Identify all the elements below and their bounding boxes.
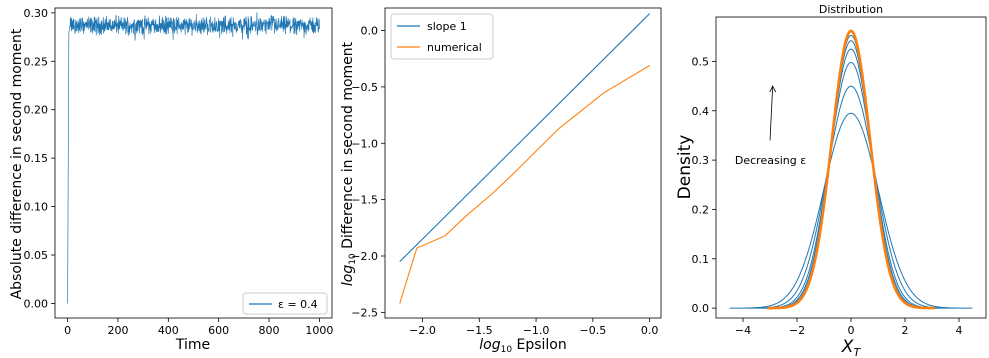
x-tick-label-3-4: 4 (956, 324, 963, 337)
density-curve-3 (753, 61, 949, 309)
density-curve-5 (764, 40, 938, 309)
legend-label-slope: slope 1 (427, 20, 467, 33)
legend-box-1 (242, 292, 328, 315)
legend-label-numerical: numerical (427, 41, 482, 54)
y-tick-label-2-0: −2.5 (351, 306, 378, 319)
series-line-slope (399, 13, 651, 263)
density-curve-6 (767, 34, 935, 309)
density-curve-4 (761, 48, 941, 309)
x-axis-label-1: Time (175, 337, 210, 353)
y-tick-label-1-1: 0.05 (24, 249, 49, 262)
x-ticks-3: −4 −2 0 2 4 (735, 318, 963, 337)
y-tick-label-2-1: −2.0 (351, 250, 378, 263)
x-tick-label-2-1: −1.5 (466, 324, 493, 337)
x-tick-label-2-4: 0.0 (641, 324, 659, 337)
y-tick-label-1-4: 0.20 (24, 104, 49, 117)
x-axis-label-3: XT (841, 337, 862, 358)
x-tick-label-1-3: 600 (208, 324, 229, 337)
x-tick-label-2-0: −2.0 (409, 324, 436, 337)
x-ticks-2: −2.0 −1.5 −1.0 −0.5 0.0 (409, 318, 658, 337)
series-marks-1 (67, 12, 320, 304)
y-tick-label-1-2: 0.10 (24, 201, 49, 214)
x-tick-label-3-0: −4 (735, 324, 751, 337)
series-line-eps (67, 12, 320, 304)
series-line-numerical (399, 65, 650, 304)
x-tick-label-2-2: −1.0 (523, 324, 550, 337)
x-tick-label-3-1: −2 (789, 324, 805, 337)
density-curve-1 (729, 112, 973, 309)
y-ticks-2: −2.5 −2.0 −1.5 −1.0 −0.5 0.0 (351, 25, 385, 319)
y-tick-label-2-2: −1.5 (351, 194, 378, 207)
density-curve-limit (767, 29, 935, 310)
y-axis-label-3: Density (675, 135, 695, 200)
y-tick-label-1-6: 0.30 (24, 7, 49, 20)
series-marks-3 (729, 29, 973, 310)
y-tick-label-3-5: 0.5 (692, 55, 710, 68)
y-ticks-1: 0.00 0.05 0.10 0.15 0.20 0.25 0.30 (24, 7, 55, 310)
y-tick-label-1-5: 0.25 (24, 55, 49, 68)
x-tick-label-1-2: 400 (158, 324, 179, 337)
y-tick-label-1-0: 0.00 (24, 297, 49, 310)
x-tick-label-1-5: 1000 (305, 324, 333, 337)
y-axis-label-1: Absolute difference in second moment (9, 28, 25, 299)
x-axis-label-2: log10 Epsilon (479, 337, 567, 355)
x-ticks-1: 0 200 400 600 800 1000 (64, 318, 333, 337)
y-tick-label-2-3: −1.0 (351, 137, 378, 150)
legend-2: slope 1 numerical (390, 13, 494, 60)
plot-frame-1 (54, 7, 333, 319)
panel-distribution: −4 −2 0 2 4 0.00.10.20.30.40.5 Distribution … (675, 3, 987, 358)
y-tick-label-3-0: 0.0 (692, 302, 710, 315)
x-tick-label-1-0: 0 (64, 324, 71, 337)
annotation-arrow-head (769, 85, 777, 93)
x-tick-label-1-1: 200 (107, 324, 128, 337)
density-curve-2 (743, 85, 959, 309)
y-axis-label-2: log10 Difference in second moment (340, 41, 358, 286)
y-ticks-3: 0.0 0.1 0.2 0.3 0.4 0.5 (692, 55, 716, 315)
annotation-text: Decreasing ε (735, 154, 806, 167)
annotation-decreasing-eps: Decreasing ε (735, 85, 806, 167)
y-tick-label-3-3: 0.3 (692, 154, 710, 167)
x-tick-label-2-3: −0.5 (579, 324, 606, 337)
y-tick-label-3-2: 0.2 (692, 203, 710, 216)
y-tick-label-2-4: −0.5 (351, 81, 378, 94)
panel-log-log: −2.0 −1.5 −1.0 −0.5 0.0 −2.5 −2.0 −1.5 −1.0 −0.5… (340, 7, 662, 355)
annotation-arrow-shaft (769, 86, 774, 141)
panel-time-series: 0 200 400 600 800 1000 0.000.050.100.150.200.… (9, 7, 333, 353)
chart-title-3: Distribution (819, 3, 883, 16)
series-marks-2 (399, 13, 651, 304)
y-tick-label-3-1: 0.1 (692, 253, 710, 266)
y-tick-label-1-3: 0.15 (24, 152, 49, 165)
x-tick-label-1-4: 800 (259, 324, 280, 337)
legend-box-2 (390, 13, 494, 60)
y-tick-label-3-4: 0.4 (692, 105, 710, 118)
x-tick-label-3-3: 2 (902, 324, 909, 337)
y-tick-label-2-5: 0.0 (361, 25, 379, 38)
plot-frame-2 (384, 7, 662, 319)
x-tick-label-3-2: 0 (848, 324, 855, 337)
legend-label-eps: ε = 0.4 (278, 298, 318, 311)
legend-1: ε = 0.4 (242, 292, 328, 315)
